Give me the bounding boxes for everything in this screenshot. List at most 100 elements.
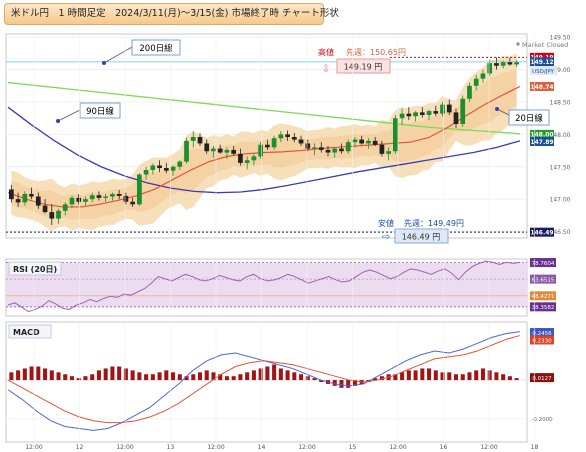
candle-body bbox=[190, 136, 196, 141]
x-tick-label: 12:00 bbox=[480, 444, 497, 451]
macd-hist-bar bbox=[460, 374, 465, 381]
ma90-label: 90日線 bbox=[86, 106, 114, 117]
candle-body bbox=[137, 174, 142, 205]
candle-body bbox=[251, 156, 257, 161]
candle bbox=[285, 130, 290, 141]
rsi-label: RSI (20日) bbox=[13, 265, 57, 274]
candle-body bbox=[386, 151, 391, 154]
macd-hist-bar bbox=[137, 372, 142, 381]
rsi-tick-bg bbox=[530, 258, 556, 268]
candle-body bbox=[446, 104, 452, 113]
macd-hist-bar bbox=[514, 378, 519, 381]
rsi-line bbox=[7, 260, 521, 313]
macd-hist-bar bbox=[231, 376, 236, 381]
candle bbox=[150, 163, 156, 175]
macd-tick-bg bbox=[530, 335, 554, 345]
candle bbox=[359, 135, 365, 145]
macd-hist-bar bbox=[204, 370, 209, 381]
candle bbox=[460, 95, 466, 127]
y-tick-label: 148.00 bbox=[550, 132, 571, 139]
macd-hist-bar bbox=[332, 380, 337, 386]
macd-hist-bar bbox=[117, 366, 122, 381]
candle bbox=[406, 107, 412, 121]
x-tick-label: 15 bbox=[349, 444, 357, 451]
price-tag-bg bbox=[530, 57, 554, 67]
rsi-levels bbox=[6, 262, 527, 308]
macd-hist-bar bbox=[278, 368, 283, 381]
macd-hist-bar bbox=[312, 378, 317, 381]
candle bbox=[35, 192, 41, 209]
candles bbox=[9, 57, 519, 226]
candle-body bbox=[291, 136, 297, 140]
candle-body bbox=[217, 148, 223, 153]
candle-body bbox=[116, 193, 122, 196]
candle-body bbox=[352, 139, 358, 143]
candle-body bbox=[89, 195, 95, 200]
candle-body bbox=[413, 112, 418, 117]
macd-hist-bar bbox=[467, 372, 472, 381]
candle bbox=[345, 139, 351, 154]
candle bbox=[433, 105, 439, 117]
candle-body bbox=[339, 148, 344, 152]
candle-body bbox=[83, 199, 88, 202]
candle-body bbox=[76, 197, 82, 202]
price-tag-bg bbox=[530, 81, 554, 91]
macd-hist-bar bbox=[346, 380, 351, 388]
candle bbox=[339, 143, 344, 154]
candle-body bbox=[440, 104, 445, 114]
macd-histogram bbox=[9, 364, 519, 388]
y-tick-label: 146.50 bbox=[550, 229, 571, 236]
candle bbox=[62, 202, 68, 216]
rsi-tick: 78.7604 bbox=[530, 258, 556, 268]
candle-body bbox=[500, 61, 506, 66]
candle bbox=[352, 136, 358, 148]
candle-body bbox=[35, 196, 41, 206]
candle-body bbox=[298, 139, 304, 144]
candle-body bbox=[238, 153, 243, 163]
price-tag: 148.00 bbox=[530, 129, 554, 139]
macd-hist-bar bbox=[211, 372, 216, 381]
candle-body bbox=[366, 140, 371, 144]
macd-hist-bar bbox=[305, 376, 310, 381]
high-value: 149.19 円 bbox=[344, 63, 383, 72]
price-tag: 147.89 bbox=[530, 137, 554, 147]
candle bbox=[278, 131, 284, 143]
right-arrow-icon: ⇨ bbox=[382, 232, 390, 243]
candle bbox=[103, 193, 109, 202]
macd-hist-bar bbox=[164, 370, 169, 381]
price-tag-label: 147.89 bbox=[530, 139, 553, 146]
price-tag-bg bbox=[530, 137, 554, 147]
macd-hist-bar bbox=[22, 368, 27, 381]
candle-body bbox=[507, 61, 513, 65]
macd-hist-bar bbox=[16, 370, 21, 381]
candle-body bbox=[163, 168, 169, 171]
candle bbox=[15, 192, 21, 207]
candle-body bbox=[406, 113, 412, 117]
macd-hist-bar bbox=[440, 372, 445, 381]
candle-body bbox=[204, 143, 210, 152]
candle-body bbox=[487, 63, 493, 74]
macd-hist-bar bbox=[447, 372, 452, 381]
macd-hist-bar bbox=[36, 366, 41, 381]
candle-body bbox=[184, 140, 189, 162]
x-tick-label: 12:00 bbox=[207, 444, 224, 451]
candle bbox=[116, 190, 122, 200]
candle-body bbox=[62, 204, 68, 211]
candle bbox=[184, 137, 189, 164]
candle-body bbox=[278, 134, 284, 139]
candle bbox=[467, 82, 472, 102]
macd-hist-bar bbox=[63, 374, 68, 381]
x-tick-label: 12:00 bbox=[389, 444, 406, 451]
candle bbox=[244, 156, 250, 170]
chart-title: 米ドル円 1 時間足定 2024/3/11(月)～3/15(金) 市場終了時 チ… bbox=[4, 3, 339, 25]
macd-hist-bar bbox=[393, 374, 398, 381]
macd-hist-bar bbox=[49, 370, 54, 381]
macd-hist-bar bbox=[427, 368, 432, 381]
macd-tick-label: -0.2000 bbox=[531, 417, 553, 423]
candle-body bbox=[15, 199, 21, 203]
candle-body bbox=[271, 138, 277, 148]
macd-hist-bar bbox=[83, 376, 88, 381]
macd-hist-bar bbox=[272, 364, 277, 381]
candle-body bbox=[197, 136, 203, 144]
